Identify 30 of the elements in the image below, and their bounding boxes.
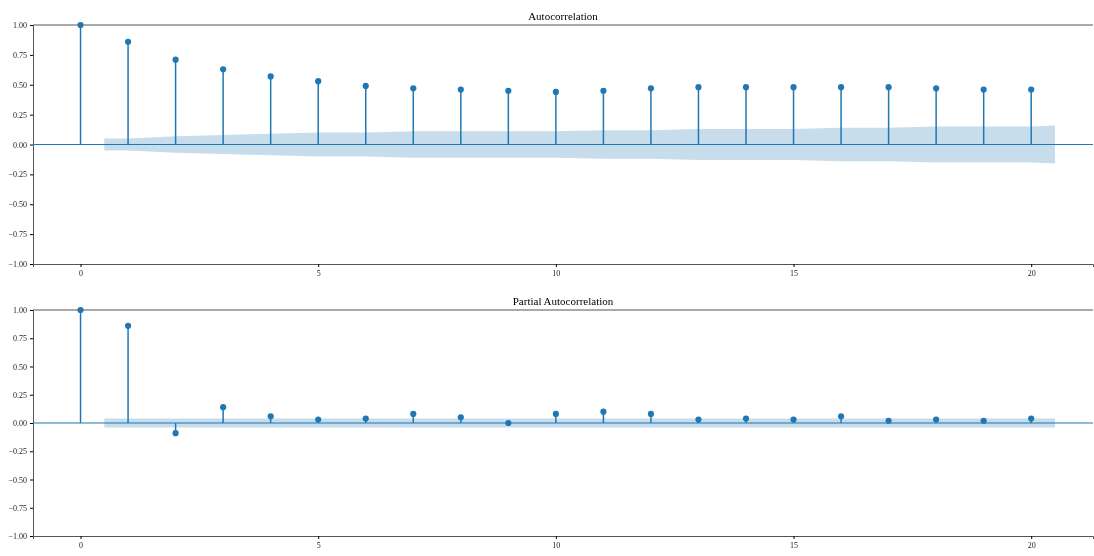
x-tick-label: 20 [1027, 268, 1036, 278]
y-tick-label: 0.00 [13, 140, 27, 150]
y-tick-label: 0.25 [13, 390, 27, 400]
x-tick-label: 0 [79, 268, 84, 278]
y-tick-label: −1.00 [8, 260, 27, 270]
x-tick-label: 10 [552, 540, 561, 550]
y-tick-label: −0.75 [8, 230, 27, 240]
y-tick-label: 0.00 [13, 419, 27, 429]
y-tick-label: 0.50 [13, 362, 27, 372]
y-tick-label: 0.75 [13, 334, 27, 344]
y-tick-label: 0.50 [13, 80, 27, 90]
x-tick-label: 5 [316, 540, 321, 550]
y-tick-label: 0.25 [13, 110, 27, 120]
x-tick-label: 5 [316, 268, 321, 278]
y-tick-label: −1.00 [8, 532, 27, 542]
x-tick-label: 15 [790, 540, 799, 550]
y-tick-label: −0.50 [8, 475, 27, 485]
chart-title: Autocorrelation [528, 10, 599, 22]
y-tick-label: 1.00 [13, 306, 27, 316]
x-tick-label: 10 [552, 268, 561, 278]
y-tick-label: −0.25 [8, 170, 27, 180]
y-tick-label: −0.75 [8, 503, 27, 513]
y-tick-label: −0.50 [8, 200, 27, 210]
x-tick-label: 0 [79, 540, 84, 550]
x-tick-label: 15 [790, 268, 799, 278]
x-tick-label: 20 [1027, 540, 1036, 550]
y-tick-label: 1.00 [13, 21, 27, 31]
y-tick-label: −0.25 [8, 447, 27, 457]
y-tick-label: 0.75 [13, 50, 27, 60]
chart-title: Partial Autocorrelation [512, 295, 614, 307]
